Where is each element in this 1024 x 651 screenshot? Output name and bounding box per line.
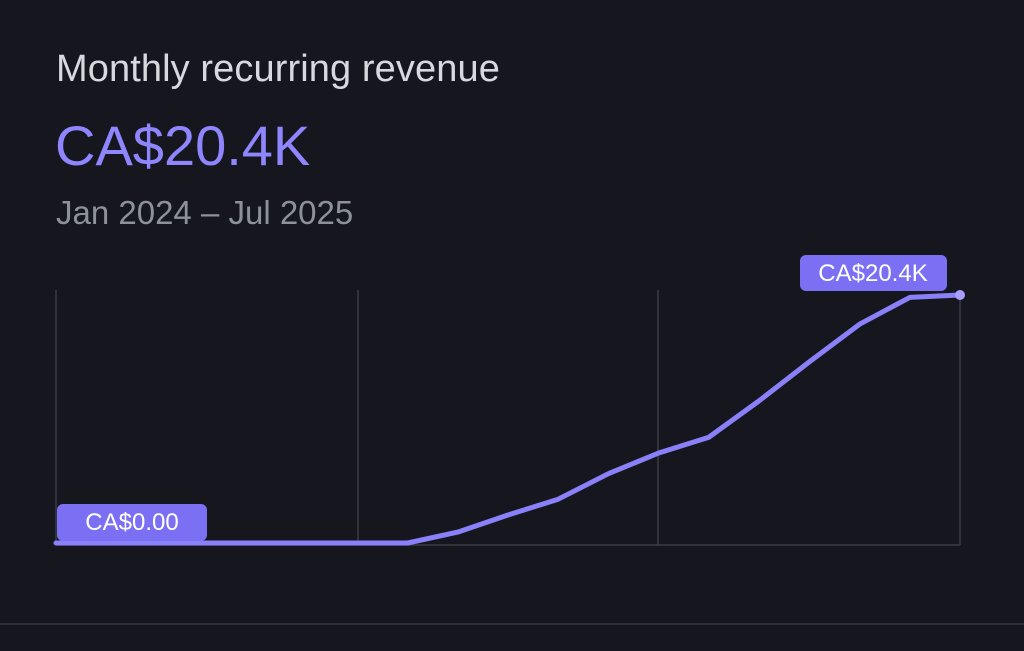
end-label-text: CA$20.4K xyxy=(818,260,927,287)
end-label-bg xyxy=(800,255,947,291)
start-label-text: CA$0.00 xyxy=(85,509,178,536)
data-point xyxy=(955,290,965,300)
mrr-line-chart: CA$0.00 CA$20.4K xyxy=(53,255,965,546)
start-label-bg xyxy=(57,504,207,541)
start-label: CA$0.00 xyxy=(57,504,207,541)
mrr-card: Monthly recurring revenue CA$20.4K Jan 2… xyxy=(53,48,965,546)
data-points xyxy=(955,290,965,300)
mrr-value: CA$20.4K xyxy=(55,114,311,177)
mrr-series-line xyxy=(53,292,963,546)
date-range: Jan 2024 – Jul 2025 xyxy=(56,194,354,231)
bottom-strip xyxy=(0,625,1024,651)
end-label: CA$20.4K xyxy=(800,255,947,291)
card-title: Monthly recurring revenue xyxy=(56,48,500,90)
bottom-divider xyxy=(0,623,1024,625)
